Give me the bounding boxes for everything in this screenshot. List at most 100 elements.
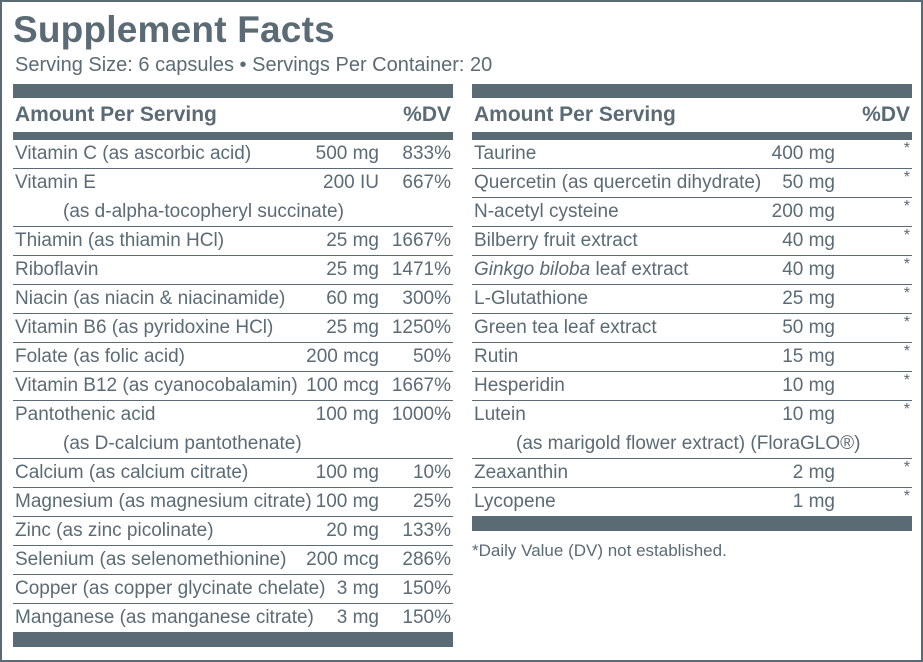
nutrient-dv: 1000% — [391, 404, 451, 425]
nutrient-name: Bilberry fruit extract — [474, 230, 638, 251]
dv-not-established: * — [903, 372, 910, 389]
nutrient-name: Magnesium (as magnesium citrate) — [15, 491, 312, 512]
dv-not-established: * — [903, 488, 910, 505]
nutrient-amount: 3 mg — [336, 578, 379, 599]
nutrient-name: Niacin (as niacin & niacinamide) — [15, 288, 286, 309]
nutrient-name: Selenium (as selenomethionine) — [15, 549, 287, 570]
nutrient-dv: 1667% — [391, 375, 451, 396]
nutrient-dv: 1250% — [391, 317, 451, 338]
table-row: Zeaxanthin 2 mg * — [472, 459, 912, 488]
nutrient-amount: 400 mg — [771, 143, 835, 164]
nutrient-name: Quercetin (as quercetin dihydrate) — [474, 172, 762, 193]
nutrient-name: L-Glutathione — [474, 288, 589, 309]
dv-not-established: * — [903, 459, 910, 476]
nutrient-amount: 200 IU — [323, 172, 379, 193]
right-header: Amount Per Serving %DV — [472, 98, 912, 132]
table-row: Taurine 400 mg * — [472, 140, 912, 169]
left-header: Amount Per Serving %DV — [13, 98, 453, 132]
nutrient-dv: 133% — [402, 520, 451, 541]
nutrient-amount: 2 mg — [792, 462, 835, 483]
nutrient-name: Pantothenic acid — [15, 404, 156, 425]
right-top-bar — [472, 84, 912, 98]
nutrient-dv: 667% — [402, 172, 451, 193]
dv-not-established: * — [903, 285, 910, 302]
nutrient-amount: 25 mg — [326, 230, 379, 251]
nutrient-name: Copper (as copper glycinate chelate) — [15, 578, 326, 599]
table-row: L-Glutathione 25 mg * — [472, 285, 912, 314]
nutrient-dv: 150% — [402, 607, 451, 628]
nutrient-amount: 100 mg — [315, 491, 379, 512]
nutrient-amount: 60 mg — [326, 288, 379, 309]
dv-not-established: * — [903, 256, 910, 273]
nutrient-amount: 25 mg — [326, 317, 379, 338]
right-bottom-bar — [472, 517, 912, 531]
nutrient-amount: 200 mcg — [306, 346, 379, 367]
serving-info: Serving Size: 6 capsules • Servings Per … — [15, 54, 493, 76]
table-row: Thiamin (as thiamin HCl) 25 mg 1667% — [13, 227, 453, 256]
dv-not-established: * — [903, 401, 910, 418]
nutrient-amount: 15 mg — [782, 346, 835, 367]
right-column: Amount Per Serving %DV Taurine 400 mg * Que… — [472, 84, 912, 531]
dv-not-established: * — [903, 198, 910, 215]
nutrient-source: (as d-alpha-tocopheryl succinate) — [63, 201, 344, 222]
table-row: Quercetin (as quercetin dihydrate) 50 mg * — [472, 169, 912, 198]
table-row: Vitamin B6 (as pyridoxine HCl) 25 mg 1250% — [13, 314, 453, 343]
nutrient-source: (as marigold flower extract) (FloraGLO®) — [516, 433, 861, 454]
nutrient-name: Green tea leaf extract — [474, 317, 657, 338]
table-row: Riboflavin 25 mg 1471% — [13, 256, 453, 285]
nutrient-amount: 20 mg — [326, 520, 379, 541]
left-header-label: Amount Per Serving — [15, 103, 217, 126]
nutrient-name: Rutin — [474, 346, 519, 367]
nutrient-name: Hesperidin — [474, 375, 565, 396]
dv-not-established: * — [903, 343, 910, 360]
nutrient-amount: 40 mg — [782, 259, 835, 280]
table-row: Lutein 10 mg * — [472, 401, 912, 430]
nutrient-name: Vitamin B6 (as pyridoxine HCl) — [15, 317, 274, 338]
nutrient-name: Vitamin B12 (as cyanocobalamin) — [15, 375, 298, 396]
nutrient-dv: 50% — [412, 346, 451, 367]
table-row: Niacin (as niacin & niacinamide) 60 mg 300… — [13, 285, 453, 314]
table-row: Lycopene 1 mg * — [472, 488, 912, 517]
right-header-dv: %DV — [862, 103, 910, 126]
nutrient-name: Zinc (as zinc picolinate) — [15, 520, 214, 541]
nutrient-name-rest: leaf extract — [590, 259, 689, 280]
panel-title: Supplement Facts — [13, 9, 335, 50]
table-row-sub: (as d-alpha-tocopheryl succinate) — [13, 198, 453, 227]
nutrient-name: Calcium (as calcium citrate) — [15, 462, 249, 483]
nutrient-amount: 100 mcg — [306, 375, 379, 396]
nutrient-amount: 25 mg — [326, 259, 379, 280]
table-row: Ginkgo biloba leaf extract 40 mg * — [472, 256, 912, 285]
nutrient-dv: 286% — [402, 549, 451, 570]
left-header-dv: %DV — [403, 103, 451, 126]
footnote: *Daily Value (DV) not established. — [472, 541, 727, 560]
left-bottom-bar — [13, 633, 453, 647]
table-row: Rutin 15 mg * — [472, 343, 912, 372]
table-row: Folate (as folic acid) 200 mcg 50% — [13, 343, 453, 372]
table-row: Bilberry fruit extract 40 mg * — [472, 227, 912, 256]
nutrient-amount: 25 mg — [782, 288, 835, 309]
left-header-bar — [13, 132, 453, 140]
table-row: Vitamin C (as ascorbic acid) 500 mg 833% — [13, 140, 453, 169]
nutrient-name: Lycopene — [474, 491, 556, 512]
nutrient-source: (as D-calcium pantothenate) — [63, 433, 302, 454]
nutrient-amount: 200 mg — [771, 201, 835, 222]
nutrient-amount: 1 mg — [792, 491, 835, 512]
nutrient-amount: 50 mg — [782, 317, 835, 338]
nutrient-name: Vitamin C (as ascorbic acid) — [15, 143, 252, 164]
right-header-label: Amount Per Serving — [474, 103, 676, 126]
right-header-bar — [472, 132, 912, 140]
table-row: Magnesium (as magnesium citrate) 100 mg 25… — [13, 488, 453, 517]
nutrient-amount: 50 mg — [782, 172, 835, 193]
right-rows: Taurine 400 mg * Quercetin (as quercetin di… — [472, 140, 912, 517]
nutrient-amount: 40 mg — [782, 230, 835, 251]
nutrient-amount: 10 mg — [782, 375, 835, 396]
table-row: Vitamin B12 (as cyanocobalamin) 100 mcg 16… — [13, 372, 453, 401]
dv-not-established: * — [903, 314, 910, 331]
nutrient-name: Vitamin E — [15, 172, 96, 193]
table-row: Vitamin E 200 IU 667% — [13, 169, 453, 198]
table-row-sub: (as marigold flower extract) (FloraGLO®) — [472, 430, 912, 459]
nutrient-dv: 1667% — [391, 230, 451, 251]
nutrient-dv: 300% — [402, 288, 451, 309]
nutrient-name: Riboflavin — [15, 259, 99, 280]
